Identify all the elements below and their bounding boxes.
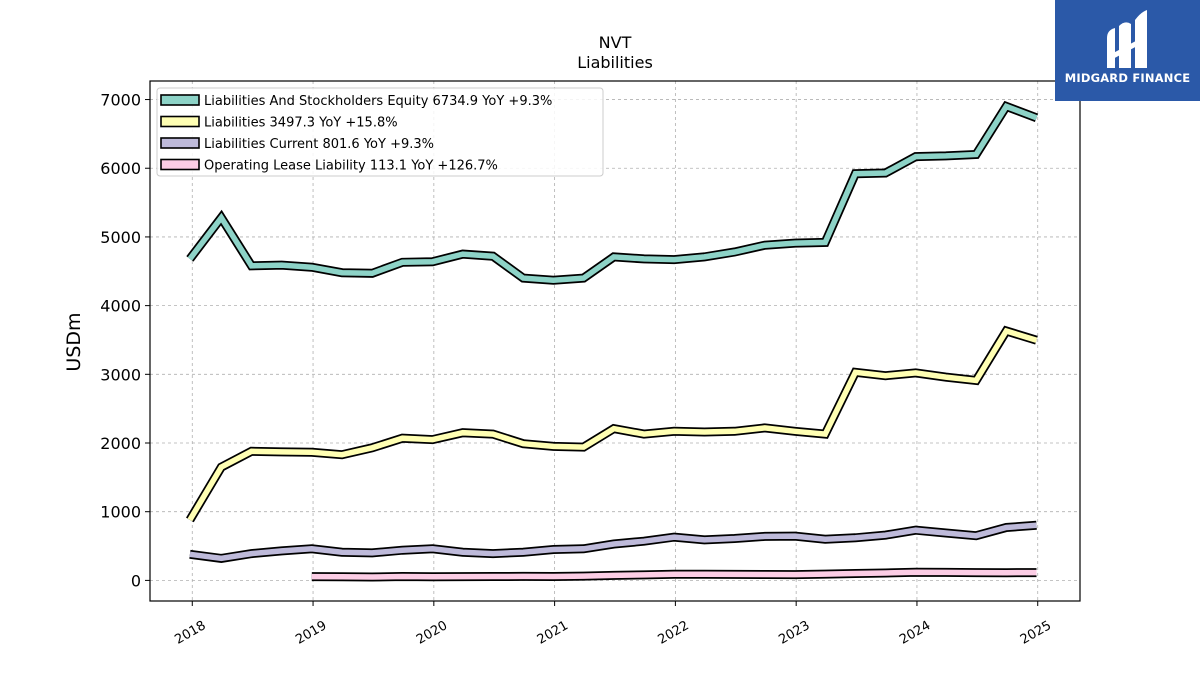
brand-logo: MIDGARD FINANCE [1055,0,1200,101]
brand-name: MIDGARD FINANCE [1064,71,1191,85]
legend-swatch-1 [160,94,200,106]
chart-title: NVT [599,33,632,52]
x-tick-label: 2023 [776,618,812,648]
legend-swatch-3 [160,137,200,149]
y-tick-label: 4000 [100,297,141,316]
x-tick-label: 2019 [293,618,329,648]
legend-label-3: Liabilities Current 801.6 YoY +9.3% [204,137,434,152]
x-tick-label: 2021 [535,618,571,648]
y-tick-label: 3000 [100,365,141,384]
legend-swatch-4 [160,158,200,171]
series-line-outline-2 [186,325,1038,523]
x-tick-label: 2025 [1018,618,1054,648]
legend-label-2: Liabilities 3497.3 YoY +15.8% [204,116,398,131]
x-axis-ticks: 2018 2019 2020 2021 2022 2023 2024 2025 [172,601,1054,648]
x-tick-label: 2022 [656,618,692,648]
y-tick-label: 6000 [100,159,141,178]
y-tick-label: 7000 [100,91,141,110]
y-tick-label: 2000 [100,434,141,453]
x-tick-label: 2024 [897,618,933,648]
y-tick-label: 5000 [100,228,141,247]
series-lines [186,100,1039,582]
legend-label-4: Operating Lease Liability 113.1 YoY +126… [204,159,498,174]
legend-swatch-2 [160,115,200,128]
y-axis-label: USDm [63,312,85,371]
legend-label-1: Liabilities And Stockholders Equity 6734… [204,94,552,109]
series-line-2 [187,327,1038,522]
x-tick-label: 2018 [172,618,208,648]
brand-mark-icon [1107,10,1147,68]
series-line-3 [189,522,1037,562]
chart-subtitle: Liabilities [577,53,653,72]
y-tick-label: 0 [131,571,141,590]
series-line-4 [311,569,1037,580]
x-tick-label: 2020 [414,618,450,648]
plot-frame [149,80,1081,602]
legend: Liabilities And Stockholders Equity 6734… [156,87,604,177]
legend-box [156,87,604,177]
y-tick-label: 1000 [100,503,141,522]
y-axis-ticks: 0 1000 2000 3000 4000 5000 6000 7000 [100,91,150,590]
series-line-1 [187,103,1038,283]
